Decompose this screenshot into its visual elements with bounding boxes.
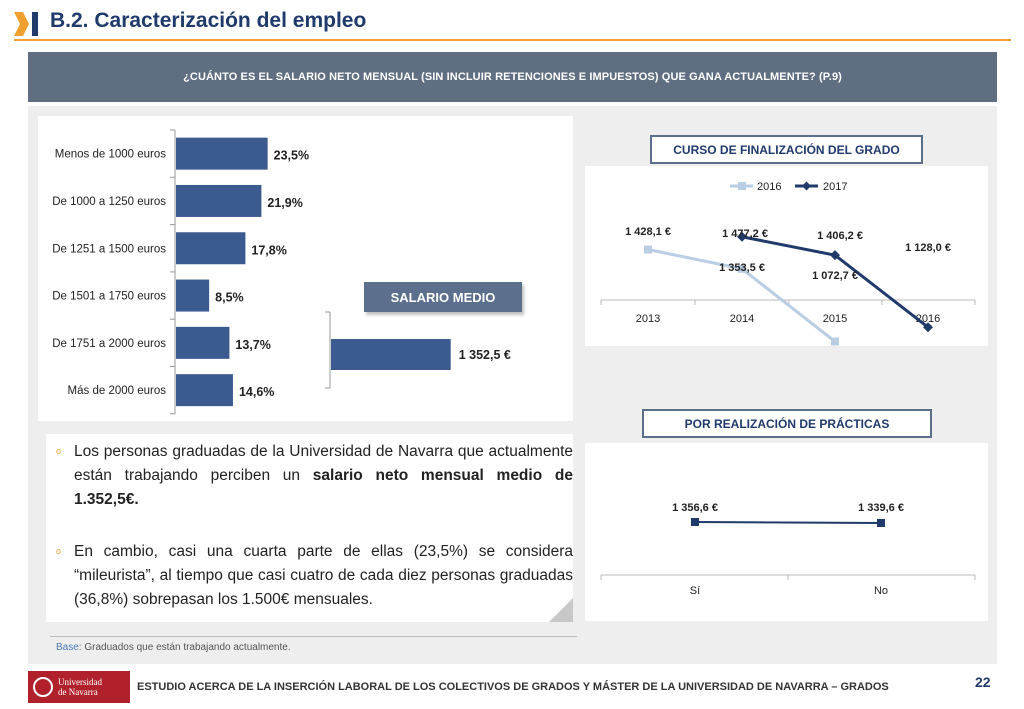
bar	[176, 326, 230, 359]
data-label: 1 339,6 €	[858, 502, 904, 514]
data-label: 1 406,2 €	[817, 230, 863, 242]
bar	[331, 339, 451, 370]
base-note: Base: Graduados que están trabajando act…	[56, 642, 291, 653]
x-tick-label: 2014	[730, 313, 754, 325]
data-label: 1 356,6 €	[672, 502, 718, 514]
data-label: 23,5%	[274, 149, 309, 163]
seal-icon	[33, 677, 53, 697]
series-2017-point	[923, 322, 933, 333]
bar	[176, 184, 262, 217]
category-label: De 1501 a 1750 euros	[52, 291, 166, 303]
university-logo: Universidad de Navarra	[28, 671, 130, 703]
bullet-icon: o	[56, 546, 62, 556]
data-label: 1 128,0 €	[905, 242, 951, 254]
category-label: Menos de 1000 euros	[55, 149, 166, 161]
series-2017-point	[737, 231, 747, 242]
data-label: 13,7%	[235, 338, 270, 352]
legend-marker-2017	[802, 181, 811, 191]
salary-distribution-box	[38, 116, 573, 421]
category-label: De 1251 a 1500 euros	[52, 243, 166, 255]
practicas-label: POR REALIZACIÓN DE PRÁCTICAS	[642, 409, 932, 438]
bar	[176, 232, 246, 265]
series-2016-point	[644, 245, 652, 254]
bullet-1-text: Los personas graduadas de la Universidad…	[74, 443, 573, 484]
summary-text: o Los personas graduadas de la Universid…	[46, 434, 573, 622]
footer-text: ESTUDIO ACERCA DE LA INSERCIÓN LABORAL D…	[137, 681, 889, 693]
data-label: 1 072,7 €	[812, 270, 858, 282]
bullet-1-bold: salario neto mensual medio de 1.352,5€.	[74, 467, 573, 508]
practicas-chart-box	[585, 443, 988, 621]
category-label: De 1000 a 1250 euros	[52, 196, 166, 208]
salary-distribution-chart: Menos de 1000 euros 23,5% De 1000 a 1250 e…	[52, 129, 309, 415]
x-tick-label: 2015	[823, 313, 847, 325]
series-2016-point	[738, 264, 746, 273]
curso-label: CURSO DE FINALIZACIÓN DEL GRADO	[650, 135, 923, 164]
page-curl-icon	[549, 598, 573, 622]
bullet-2-text: En cambio, casi una cuarta parte de ella…	[74, 543, 573, 608]
series-line	[694, 521, 882, 524]
curso-chart-box	[585, 166, 988, 346]
series-point	[691, 518, 699, 526]
data-label: 1 352,5 €	[459, 348, 511, 362]
data-label: 1 477,2 €	[722, 228, 768, 240]
header-divider	[14, 39, 1011, 41]
data-label: 14,6%	[239, 385, 274, 399]
chevron-right-icon	[14, 12, 38, 36]
mean-salary-chart: 1 352,5 €	[325, 311, 511, 389]
legend-label: 2016	[757, 181, 781, 193]
data-label: 1 353,5 €	[719, 262, 765, 274]
category-label: De 1751 a 2000 euros	[52, 338, 166, 350]
x-tick-label: No	[874, 585, 888, 597]
question-banner: ¿CUÁNTO ES EL SALARIO NETO MENSUAL (SIN …	[28, 52, 997, 102]
data-label: 21,9%	[267, 196, 302, 210]
x-tick-label: Sí	[690, 585, 700, 597]
series-2016-point	[831, 337, 839, 346]
bullet-icon: o	[56, 446, 62, 456]
series-2017-point	[830, 250, 840, 261]
bar	[176, 137, 268, 170]
page-number: 22	[975, 674, 991, 690]
page-title: B.2. Caracterización del empleo	[50, 9, 367, 32]
salario-medio-label: SALARIO MEDIO	[364, 282, 522, 312]
x-tick-label: 2013	[636, 313, 660, 325]
data-label: 1 428,1 €	[625, 226, 671, 238]
category-label: Más de 2000 euros	[68, 385, 167, 397]
data-label: 8,5%	[215, 291, 244, 305]
bar	[176, 279, 210, 312]
data-label: 17,8%	[251, 243, 286, 257]
legend-label: 2017	[823, 181, 847, 193]
practicas-line-chart: Sí No 1 356,6 € 1 339,6 €	[600, 502, 976, 597]
bar	[176, 374, 233, 407]
legend-marker-2016	[738, 182, 746, 190]
series-point	[877, 519, 885, 527]
base-divider	[50, 636, 577, 637]
